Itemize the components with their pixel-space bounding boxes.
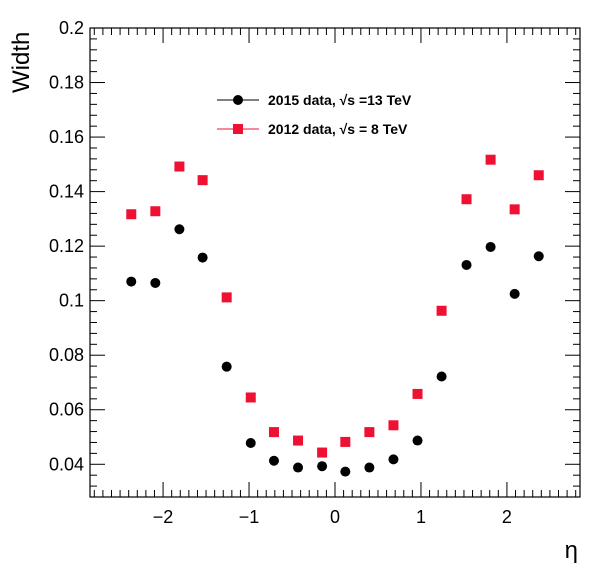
point-2012 <box>150 206 161 217</box>
point-2012 <box>340 436 351 447</box>
y-tick-label: 0.2 <box>59 18 84 38</box>
y-tick-label: 0.08 <box>49 345 84 365</box>
point-2015 <box>317 461 328 472</box>
axis-ticks <box>90 27 580 498</box>
y-tick-label: 0.06 <box>49 400 84 420</box>
point-2012 <box>293 435 304 446</box>
y-tick-label: 0.12 <box>49 236 84 256</box>
point-2012 <box>485 154 496 165</box>
legend-label-2015: 2015 data, √s =13 TeV <box>268 92 412 108</box>
point-2012 <box>436 305 447 316</box>
legend-marker-2012 <box>233 124 243 134</box>
point-2012 <box>245 392 256 403</box>
point-2015 <box>461 259 472 270</box>
point-2015 <box>174 224 185 235</box>
y-tick-label: 0.1 <box>59 291 84 311</box>
legend-marker-2015 <box>233 95 243 105</box>
point-2015 <box>126 276 137 287</box>
point-2015 <box>364 462 375 473</box>
point-2012 <box>174 161 185 172</box>
y-axis-title: Width <box>8 32 35 93</box>
point-2012 <box>509 204 520 215</box>
legend-label-2012: 2012 data, √s = 8 TeV <box>268 121 408 137</box>
point-2015 <box>245 438 256 449</box>
point-2015 <box>150 277 161 288</box>
point-2012 <box>533 170 544 181</box>
point-2012 <box>268 427 279 438</box>
point-2015 <box>533 251 544 262</box>
point-2012 <box>461 194 472 205</box>
point-2012 <box>126 209 137 220</box>
point-2015 <box>485 241 496 252</box>
point-2012 <box>388 420 399 431</box>
x-tick-label: −2 <box>153 507 174 527</box>
y-tick-label: 0.14 <box>49 182 84 202</box>
x-axis-title: η <box>565 537 578 564</box>
y-tick-label: 0.16 <box>49 127 84 147</box>
point-2012 <box>197 175 208 186</box>
point-2012 <box>412 388 423 399</box>
x-tick-label: 0 <box>330 507 340 527</box>
y-tick-label: 0.18 <box>49 73 84 93</box>
x-tick-label: 2 <box>502 507 512 527</box>
y-tick-label: 0.04 <box>49 454 84 474</box>
legend-entry-2012: 2012 data, √s = 8 TeV <box>217 121 408 137</box>
point-2012 <box>317 447 328 458</box>
point-2015 <box>293 462 304 473</box>
point-2015 <box>340 466 351 477</box>
point-2015 <box>412 435 423 446</box>
legend: 2015 data, √s =13 TeV 2012 data, √s = 8 … <box>217 92 412 137</box>
x-tick-label: −1 <box>239 507 260 527</box>
point-2015 <box>268 455 279 466</box>
point-2015 <box>221 361 232 372</box>
point-2012 <box>221 292 232 303</box>
tick-labels: −2 −1 0 1 2 0.04 0.06 0.08 0.1 0.12 0.14 0.16 0.18 0.… <box>49 18 512 527</box>
x-tick-label: 1 <box>416 507 426 527</box>
point-2015 <box>436 371 447 382</box>
data-points <box>126 154 544 477</box>
point-2015 <box>197 252 208 263</box>
point-2012 <box>364 427 375 438</box>
point-2015 <box>509 288 520 299</box>
point-2015 <box>388 454 399 465</box>
legend-entry-2015: 2015 data, √s =13 TeV <box>217 92 412 108</box>
